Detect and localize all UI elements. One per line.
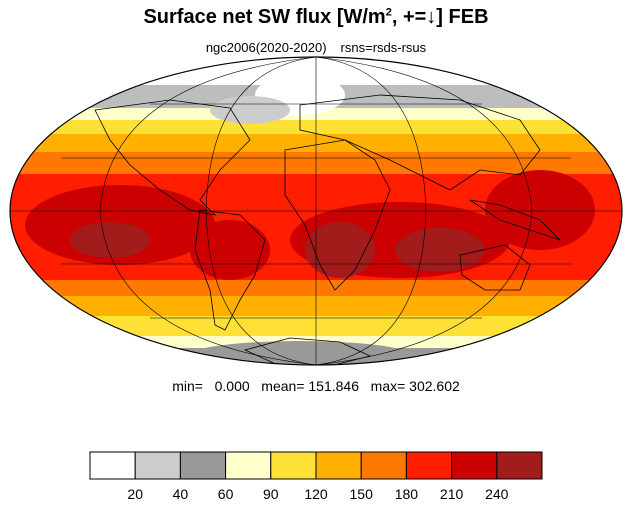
colorbar-label: 60 bbox=[218, 486, 234, 502]
colorbar-box bbox=[360, 451, 407, 480]
colorbar-box bbox=[89, 451, 136, 480]
colorbar-label: 20 bbox=[127, 486, 143, 502]
colorbar-boxes bbox=[89, 451, 543, 480]
map-border bbox=[9, 56, 623, 366]
colorbar-box bbox=[225, 451, 272, 480]
colorbar-box bbox=[270, 451, 317, 480]
colorbar-label: 40 bbox=[173, 486, 189, 502]
map-title: Surface net SW flux [W/m2, +=↓] FEB bbox=[143, 6, 489, 28]
colorbar-label: 180 bbox=[395, 486, 419, 502]
colorbar-box bbox=[315, 451, 362, 480]
colorbar-label: 240 bbox=[485, 486, 509, 502]
colorbar-box bbox=[179, 451, 227, 480]
colorbar-label: 150 bbox=[350, 486, 374, 502]
variable-definition: rsns=rsds-rsus bbox=[340, 40, 427, 55]
colorbar-box bbox=[134, 451, 181, 480]
map-subtitle: ngc2006(2020-2020) rsns=rsds-rsus bbox=[0, 40, 632, 55]
colorbar-label: 210 bbox=[440, 486, 464, 502]
graticule bbox=[10, 56, 622, 366]
case-label: ngc2006(2020-2020) bbox=[205, 40, 327, 55]
colorbar-box bbox=[496, 451, 543, 480]
colorbar-labels: 20 40 60 90 120 150 180 210 240 bbox=[127, 486, 508, 502]
colorbar-label: 90 bbox=[263, 486, 279, 502]
colorbar-box bbox=[405, 451, 453, 480]
colorbar-label: 120 bbox=[304, 486, 328, 502]
colorbar-box bbox=[451, 451, 498, 480]
statistics-line: min= 0.000 mean= 151.846 max= 302.602 bbox=[172, 378, 460, 394]
